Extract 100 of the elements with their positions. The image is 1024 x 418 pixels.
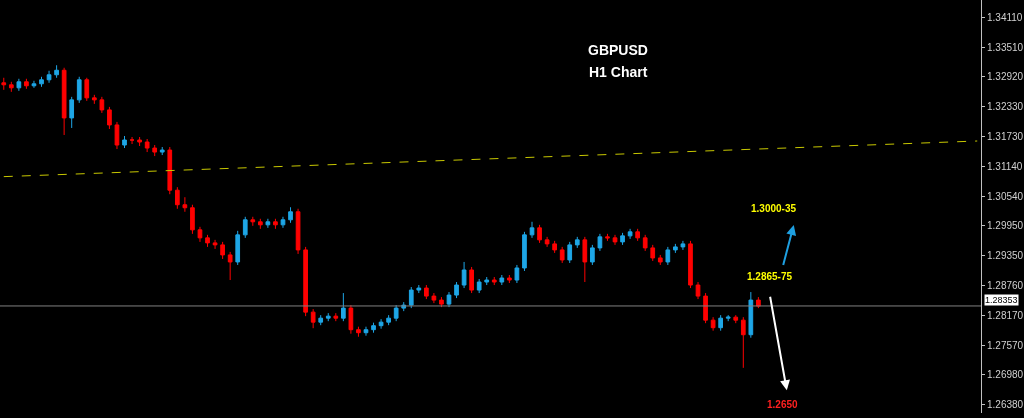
- candlestick: [1, 77, 7, 91]
- y-tick-label: 1.33510: [987, 41, 1024, 53]
- candlestick: [46, 70, 52, 84]
- candlestick: [325, 312, 331, 322]
- candlestick: [461, 261, 467, 289]
- candlestick: [122, 135, 127, 149]
- candlestick: [227, 251, 233, 281]
- candlestick: [559, 246, 565, 264]
- candlestick: [703, 292, 708, 324]
- candlestick: [182, 196, 188, 213]
- candlestick: [348, 304, 354, 335]
- candlestick: [612, 234, 618, 246]
- text: GBPUSD: [588, 42, 648, 58]
- candlestick: [476, 278, 482, 294]
- candlestick: [69, 96, 75, 129]
- candlestick: [552, 240, 557, 254]
- candlestick: [273, 218, 278, 230]
- candlestick: [424, 284, 429, 300]
- candlestick: [167, 146, 173, 195]
- candlestick: [718, 314, 724, 332]
- candlestick: [469, 266, 474, 294]
- candlestick: [114, 121, 120, 150]
- candlestick: [295, 208, 301, 255]
- y-tick-label: 1.29350: [987, 250, 1024, 262]
- candlestick: [303, 246, 308, 317]
- candlestick: [205, 234, 210, 248]
- candlestick: [129, 136, 135, 145]
- candlestick: [235, 230, 241, 266]
- candlestick: [740, 316, 746, 369]
- candlestick: [24, 78, 29, 90]
- candlestick: [310, 308, 316, 329]
- candlestick: [484, 276, 490, 286]
- candlestick: [257, 218, 263, 230]
- candlestick: [514, 264, 520, 284]
- candlestick: [446, 291, 452, 308]
- candlestick: [635, 228, 640, 242]
- candlestick: [605, 233, 610, 242]
- candlestick: [529, 221, 535, 239]
- y-tick-label: 1.32920: [987, 71, 1024, 83]
- candlestick: [627, 228, 633, 240]
- candlestick: [152, 144, 158, 157]
- candlestick: [431, 292, 437, 304]
- candlestick: [748, 291, 754, 339]
- y-tick-label: 1.26380: [987, 399, 1024, 411]
- y-tick-label: 1.31140: [987, 160, 1023, 172]
- candlestick: [76, 76, 82, 104]
- y-tick-label: 1.34110: [987, 11, 1023, 23]
- candlestick: [378, 318, 384, 330]
- candlestick: [499, 274, 505, 286]
- candlestick: [620, 232, 625, 246]
- y-tick-label: 1.28760: [987, 280, 1024, 292]
- candlestick: [99, 96, 105, 114]
- candlestick: [733, 314, 739, 324]
- candlestick: [16, 78, 22, 92]
- candlestick: [710, 316, 716, 332]
- candlestick: [318, 314, 324, 326]
- candlestick: [61, 67, 67, 136]
- candlestick: [197, 226, 203, 243]
- candlestick: [454, 281, 459, 299]
- candlestick: [8, 81, 14, 93]
- candlestick: [393, 304, 399, 322]
- candlestick: [673, 243, 678, 254]
- y-tick-label: 1.27570: [987, 339, 1024, 351]
- candlestick: [688, 240, 693, 289]
- candlestick: [84, 77, 90, 102]
- candlestick: [190, 204, 195, 235]
- annotation: 1.3000-35: [751, 203, 797, 214]
- candlestick: [567, 241, 573, 264]
- candlestick: [159, 146, 165, 156]
- candlestick: [137, 136, 142, 147]
- candlestick: [356, 326, 361, 338]
- candlestick: [212, 239, 218, 250]
- y-tick-label: 1.26980: [987, 369, 1024, 381]
- y-tick-label: 1.28170: [987, 309, 1024, 321]
- annotation: 1.2650: [767, 399, 799, 410]
- candlestick: [265, 218, 271, 229]
- ref-line-label: 1.28353: [985, 295, 1018, 305]
- candlestick: [91, 94, 97, 105]
- candlestick: [695, 281, 701, 300]
- candlestick: [597, 233, 603, 252]
- candlestick: [333, 312, 339, 322]
- candlestick: [250, 216, 256, 227]
- candlestick: [144, 138, 150, 153]
- candlestick: [665, 246, 671, 266]
- candlestick: [220, 241, 225, 260]
- candlestick: [341, 292, 346, 322]
- text: H1 Chart: [589, 64, 648, 80]
- candlestick: [590, 244, 595, 266]
- candlestick: [650, 244, 656, 262]
- candlestick: [522, 231, 527, 272]
- candlestick: [242, 216, 248, 239]
- candlestick: [174, 186, 180, 210]
- candlestick: [54, 64, 59, 79]
- candlestick: [39, 76, 44, 88]
- candlestick: [574, 236, 580, 249]
- candlestick: [31, 80, 37, 89]
- candlestick: [386, 314, 391, 326]
- candlestick: [491, 276, 497, 286]
- candlestick: [725, 314, 731, 322]
- candlestick: [582, 236, 588, 283]
